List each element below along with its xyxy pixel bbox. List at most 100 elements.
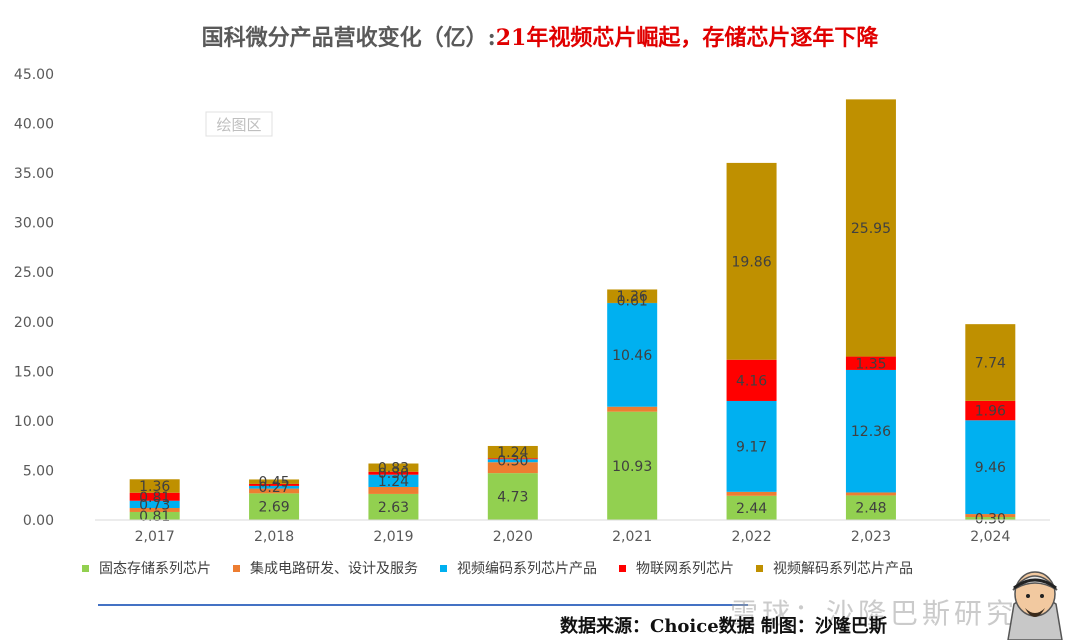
bar-segment [607,406,658,412]
y-tick-label: 10.00 [14,414,54,430]
data-label: 0.45 [258,475,289,491]
bar-segment [129,479,180,493]
y-tick-label: 20.00 [14,315,54,331]
source-text: 数据来源：Choice数据 制图：沙隆巴斯 [560,616,887,637]
legend-swatch [440,564,447,572]
legend-label: 视频解码系列芯片产品 [773,561,913,577]
legend-label: 物联网系列芯片 [636,561,734,577]
data-label: 25.95 [851,221,891,237]
legend-swatch [756,564,763,572]
x-axis: 2,017 2,018 2,019 2,020 2,021 2,022 2,023 2,024 [95,519,1050,545]
data-label: 0.81 [139,509,170,525]
data-label: 0.30 [378,466,409,482]
watermark-text: 雪球：沙隆巴斯研究 [730,597,1019,630]
bar-segment [249,479,300,484]
bar-segment [487,458,538,460]
data-label: 2.69 [258,500,289,516]
data-label: 0.61 [617,293,648,309]
bar-segment [368,463,419,472]
bar-segment [368,486,419,494]
cartoon-avatar-icon [1007,571,1063,640]
data-label: 19.86 [732,254,772,270]
bar-segment [487,459,538,463]
legend-label: 集成电路研发、设计及服务 [250,561,418,577]
data-label: 7.74 [975,356,1006,372]
data-label: 2.48 [855,501,886,517]
data-label: 0.83 [378,461,409,477]
data-label: 1.36 [617,289,648,305]
legend-item: 视频编码系列芯片产品 [440,558,597,578]
bar-segment [965,400,1016,421]
bar-segment [607,411,658,520]
x-tick-label: 2,023 [851,529,891,545]
bar-segment [487,445,538,459]
y-tick-label: 25.00 [14,265,54,281]
bar-segment [249,488,300,494]
x-tick-label: 2,021 [612,529,652,545]
bar-chart: 0.00 5.00 10.00 15.00 20.00 25.00 30.00 35.00 40… [14,67,1050,545]
footer-divider [98,604,748,606]
x-tick-label: 2,018 [254,529,294,545]
bar-segment [368,471,419,475]
bar-segment [129,511,180,520]
data-label: 0.81 [139,490,170,506]
chart-title-main: 国科微分产品营收变化（亿）: [201,25,496,51]
bar-segment [607,303,658,407]
data-label: 4.16 [736,373,767,389]
x-tick-label: 2,019 [373,529,413,545]
bar-stacks: 0.810.730.811.362.690.270.452.631.240.30… [129,99,1016,528]
data-label: 9.46 [975,460,1006,476]
bar-segment [487,473,538,520]
bar-segment [845,369,896,493]
bar-segment [845,495,896,520]
chart-title: 国科微分产品营收变化（亿）:21年视频芯片崛起，存储芯片逐年下降 [0,20,1080,52]
y-tick-label: 45.00 [14,67,54,83]
y-tick-label: 35.00 [14,166,54,182]
data-label: 1.36 [139,479,170,495]
data-label: 4.73 [497,490,528,506]
bar-segment [965,517,1016,520]
bar-segment [249,493,300,520]
legend-item: 视频解码系列芯片产品 [756,558,913,578]
bar-segment [726,400,777,492]
data-label: 10.46 [612,348,652,364]
data-label: 1.96 [975,404,1006,420]
bar-segment [249,483,300,486]
legend-item: 物联网系列芯片 [619,558,734,578]
y-axis: 0.00 5.00 10.00 15.00 20.00 25.00 30.00 35.00 40… [14,67,54,529]
plot-area-label-group: 绘图区 [205,111,273,137]
bar-segment [726,495,777,520]
x-tick-label: 2,024 [970,529,1010,545]
y-tick-label: 30.00 [14,216,54,232]
bar-segment [845,99,896,357]
y-tick-label: 40.00 [14,117,54,133]
legend-swatch [82,564,89,572]
bar-segment [368,493,419,520]
bar-segment [726,359,777,401]
data-label: 0.27 [258,480,289,496]
data-label: 10.93 [612,459,652,475]
x-tick-label: 2,017 [135,529,175,545]
chart-legend: 固态存储系列芯片 集成电路研发、设计及服务 视频编码系列芯片产品 物联网系列芯片 视频解… [82,558,1042,578]
bar-segment [726,491,777,496]
y-tick-label: 5.00 [23,463,54,479]
legend-swatch [233,564,240,572]
legend-label: 视频编码系列芯片产品 [457,561,597,577]
bar-segment [129,508,180,512]
bar-segment [129,492,180,501]
data-label: 1.24 [378,474,409,490]
data-label: 2.44 [736,501,767,517]
bar-segment [845,356,896,370]
data-label: 0.73 [139,497,170,513]
bar-segment [129,500,180,509]
plot-area-label: 绘图区 [216,116,261,134]
data-label: 12.36 [851,424,891,440]
data-label: 1.35 [855,356,886,372]
plot-area-label-box [205,111,273,137]
data-label: 2.63 [378,500,409,516]
bar-segment [249,485,300,489]
x-tick-label: 2,022 [732,529,772,545]
bar-segment [487,462,538,474]
legend-label: 固态存储系列芯片 [99,561,211,577]
bar-segment [607,289,658,303]
